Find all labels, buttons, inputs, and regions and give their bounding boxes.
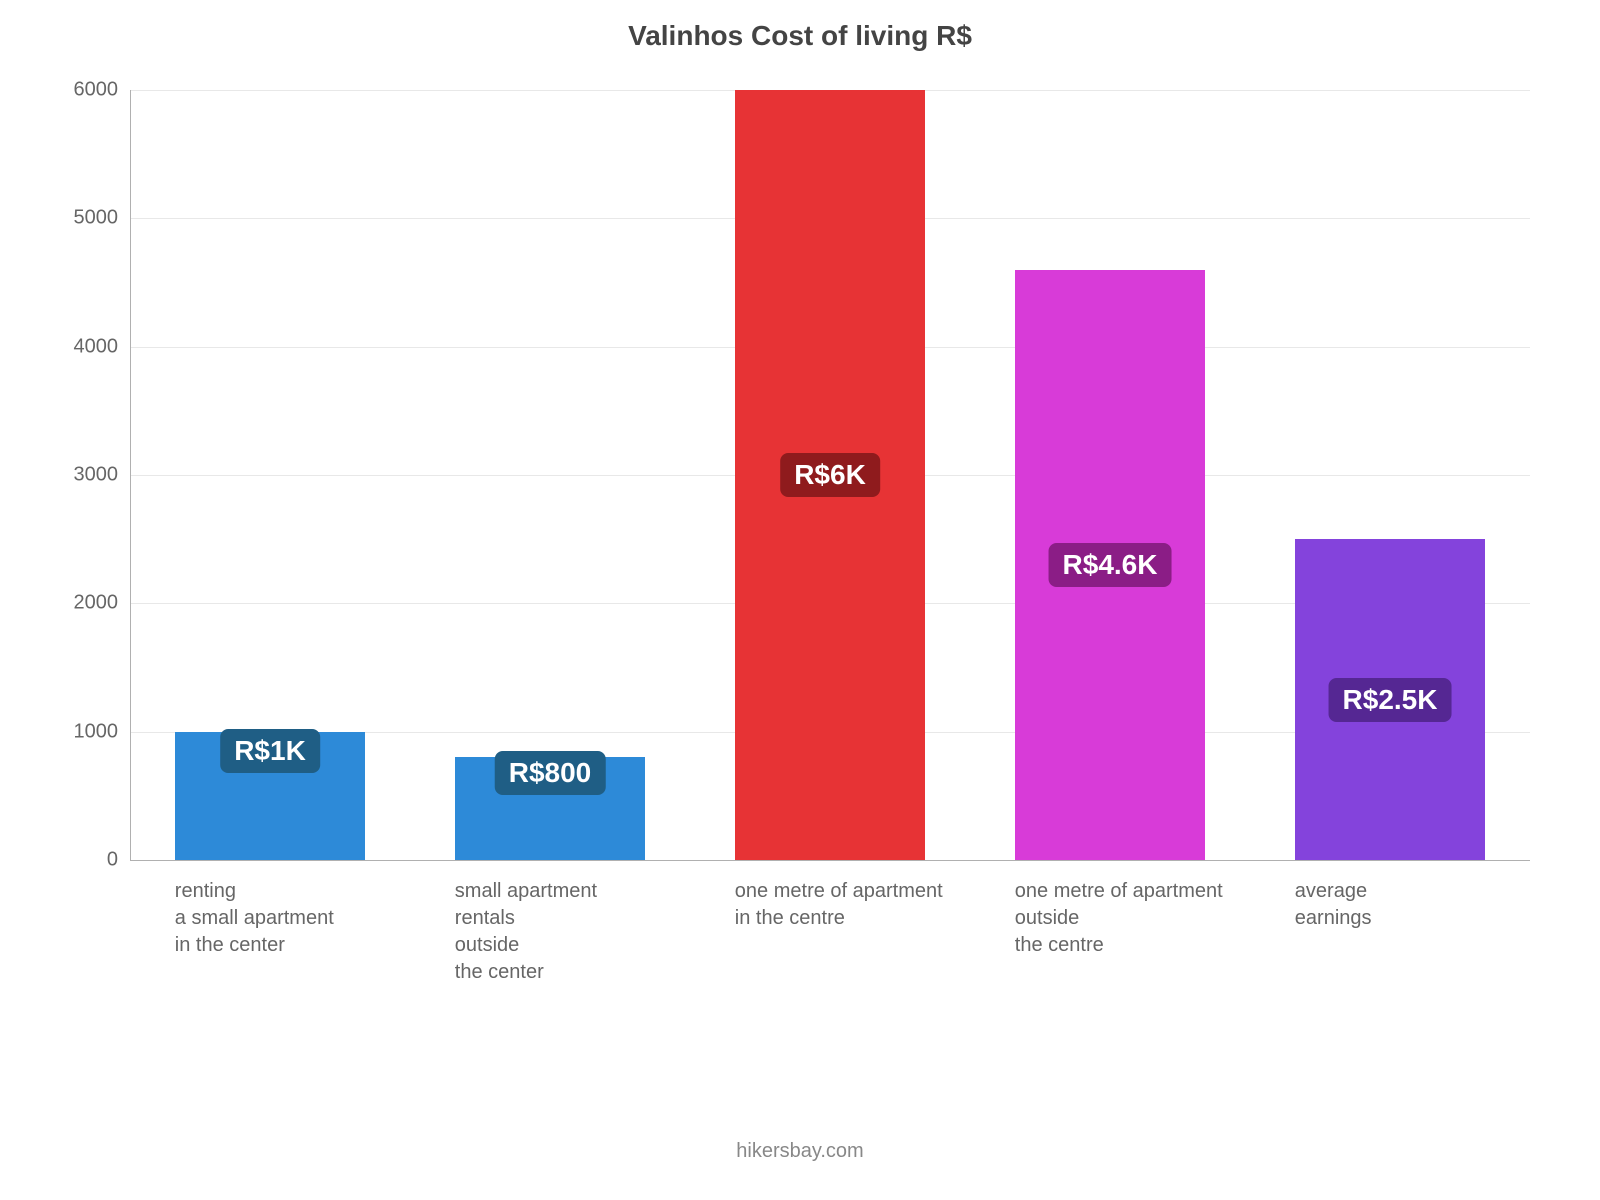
y-tick-label: 2000 <box>50 592 118 615</box>
y-tick-label: 6000 <box>50 79 118 102</box>
bar-value-label: R$4.6K <box>1049 543 1172 587</box>
y-tick-label: 1000 <box>50 720 118 743</box>
plot-area: 0100020003000400050006000R$1Krenting a s… <box>130 90 1530 860</box>
bar-value-label: R$6K <box>780 453 880 497</box>
bar-value-label: R$800 <box>495 751 606 795</box>
bar-value-label: R$2.5K <box>1329 678 1452 722</box>
y-tick-label: 3000 <box>50 464 118 487</box>
x-tick-label: renting a small apartment in the center <box>175 878 334 959</box>
x-tick-label: average earnings <box>1295 878 1372 932</box>
chart-title: Valinhos Cost of living R$ <box>50 20 1550 52</box>
y-tick-label: 5000 <box>50 207 118 230</box>
bar-value-label: R$1K <box>220 729 320 773</box>
chart-container: Valinhos Cost of living R$ 0100020003000… <box>50 20 1550 1140</box>
footer-credit: hikersbay.com <box>50 1140 1550 1163</box>
y-tick-label: 4000 <box>50 335 118 358</box>
x-tick-label: small apartment rentals outside the cent… <box>455 878 597 986</box>
y-axis <box>130 90 131 860</box>
y-tick-label: 0 <box>50 849 118 872</box>
x-tick-label: one metre of apartment in the centre <box>735 878 943 932</box>
x-tick-label: one metre of apartment outside the centr… <box>1015 878 1223 959</box>
x-axis <box>130 860 1530 861</box>
